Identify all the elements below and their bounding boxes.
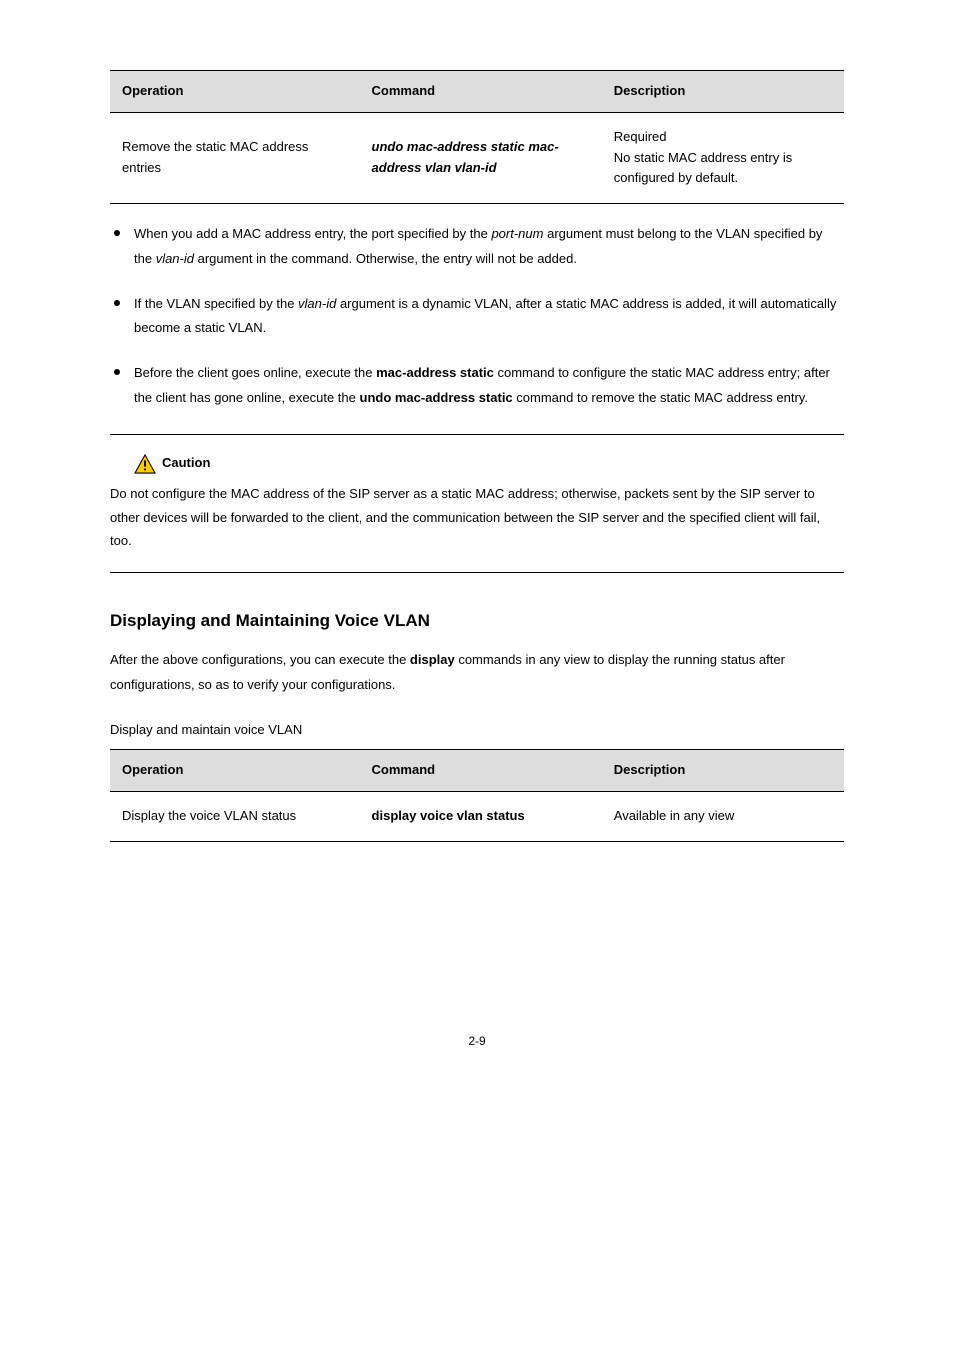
table2-cell-operation: Display the voice VLAN status: [110, 792, 360, 842]
table1-cell-command: undo mac-address static mac-address vlan…: [360, 112, 602, 203]
list-item: Before the client goes online, execute t…: [134, 361, 844, 410]
table2-cell-command: display voice vlan status: [360, 792, 602, 842]
table2-header-command: Command: [360, 750, 602, 792]
table1-header-command: Command: [360, 71, 602, 113]
table-row: Display the voice VLAN status display vo…: [110, 792, 844, 842]
table2-header-description: Description: [602, 750, 844, 792]
table1-cell-operation: Remove the static MAC address entries: [110, 112, 360, 203]
caution-text: Do not configure the MAC address of the …: [110, 482, 844, 552]
table1-cell-description: Required No static MAC address entry is …: [602, 112, 844, 203]
table1-header-operation: Operation: [110, 71, 360, 113]
removal-table: Operation Command Description Remove the…: [110, 70, 844, 204]
table-row: Remove the static MAC address entries un…: [110, 112, 844, 203]
table1-header-description: Description: [602, 71, 844, 113]
section-title: Displaying and Maintaining Voice VLAN: [110, 607, 844, 634]
list-item: If the VLAN specified by the vlan-id arg…: [134, 292, 844, 341]
page-number: 2-9: [110, 1032, 844, 1051]
caution-label: Caution: [162, 453, 210, 474]
section-intro: After the above configurations, you can …: [110, 648, 844, 697]
list-item: When you add a MAC address entry, the po…: [134, 222, 844, 271]
subsection-heading: Display and maintain voice VLAN: [110, 718, 844, 741]
table2-cell-description: Available in any view: [602, 792, 844, 842]
caution-block: Caution Do not configure the MAC address…: [110, 434, 844, 573]
notes-list: When you add a MAC address entry, the po…: [110, 222, 844, 410]
display-table: Operation Command Description Display th…: [110, 749, 844, 842]
table2-header-operation: Operation: [110, 750, 360, 792]
caution-icon: [134, 454, 156, 474]
caution-header: Caution: [110, 453, 844, 474]
